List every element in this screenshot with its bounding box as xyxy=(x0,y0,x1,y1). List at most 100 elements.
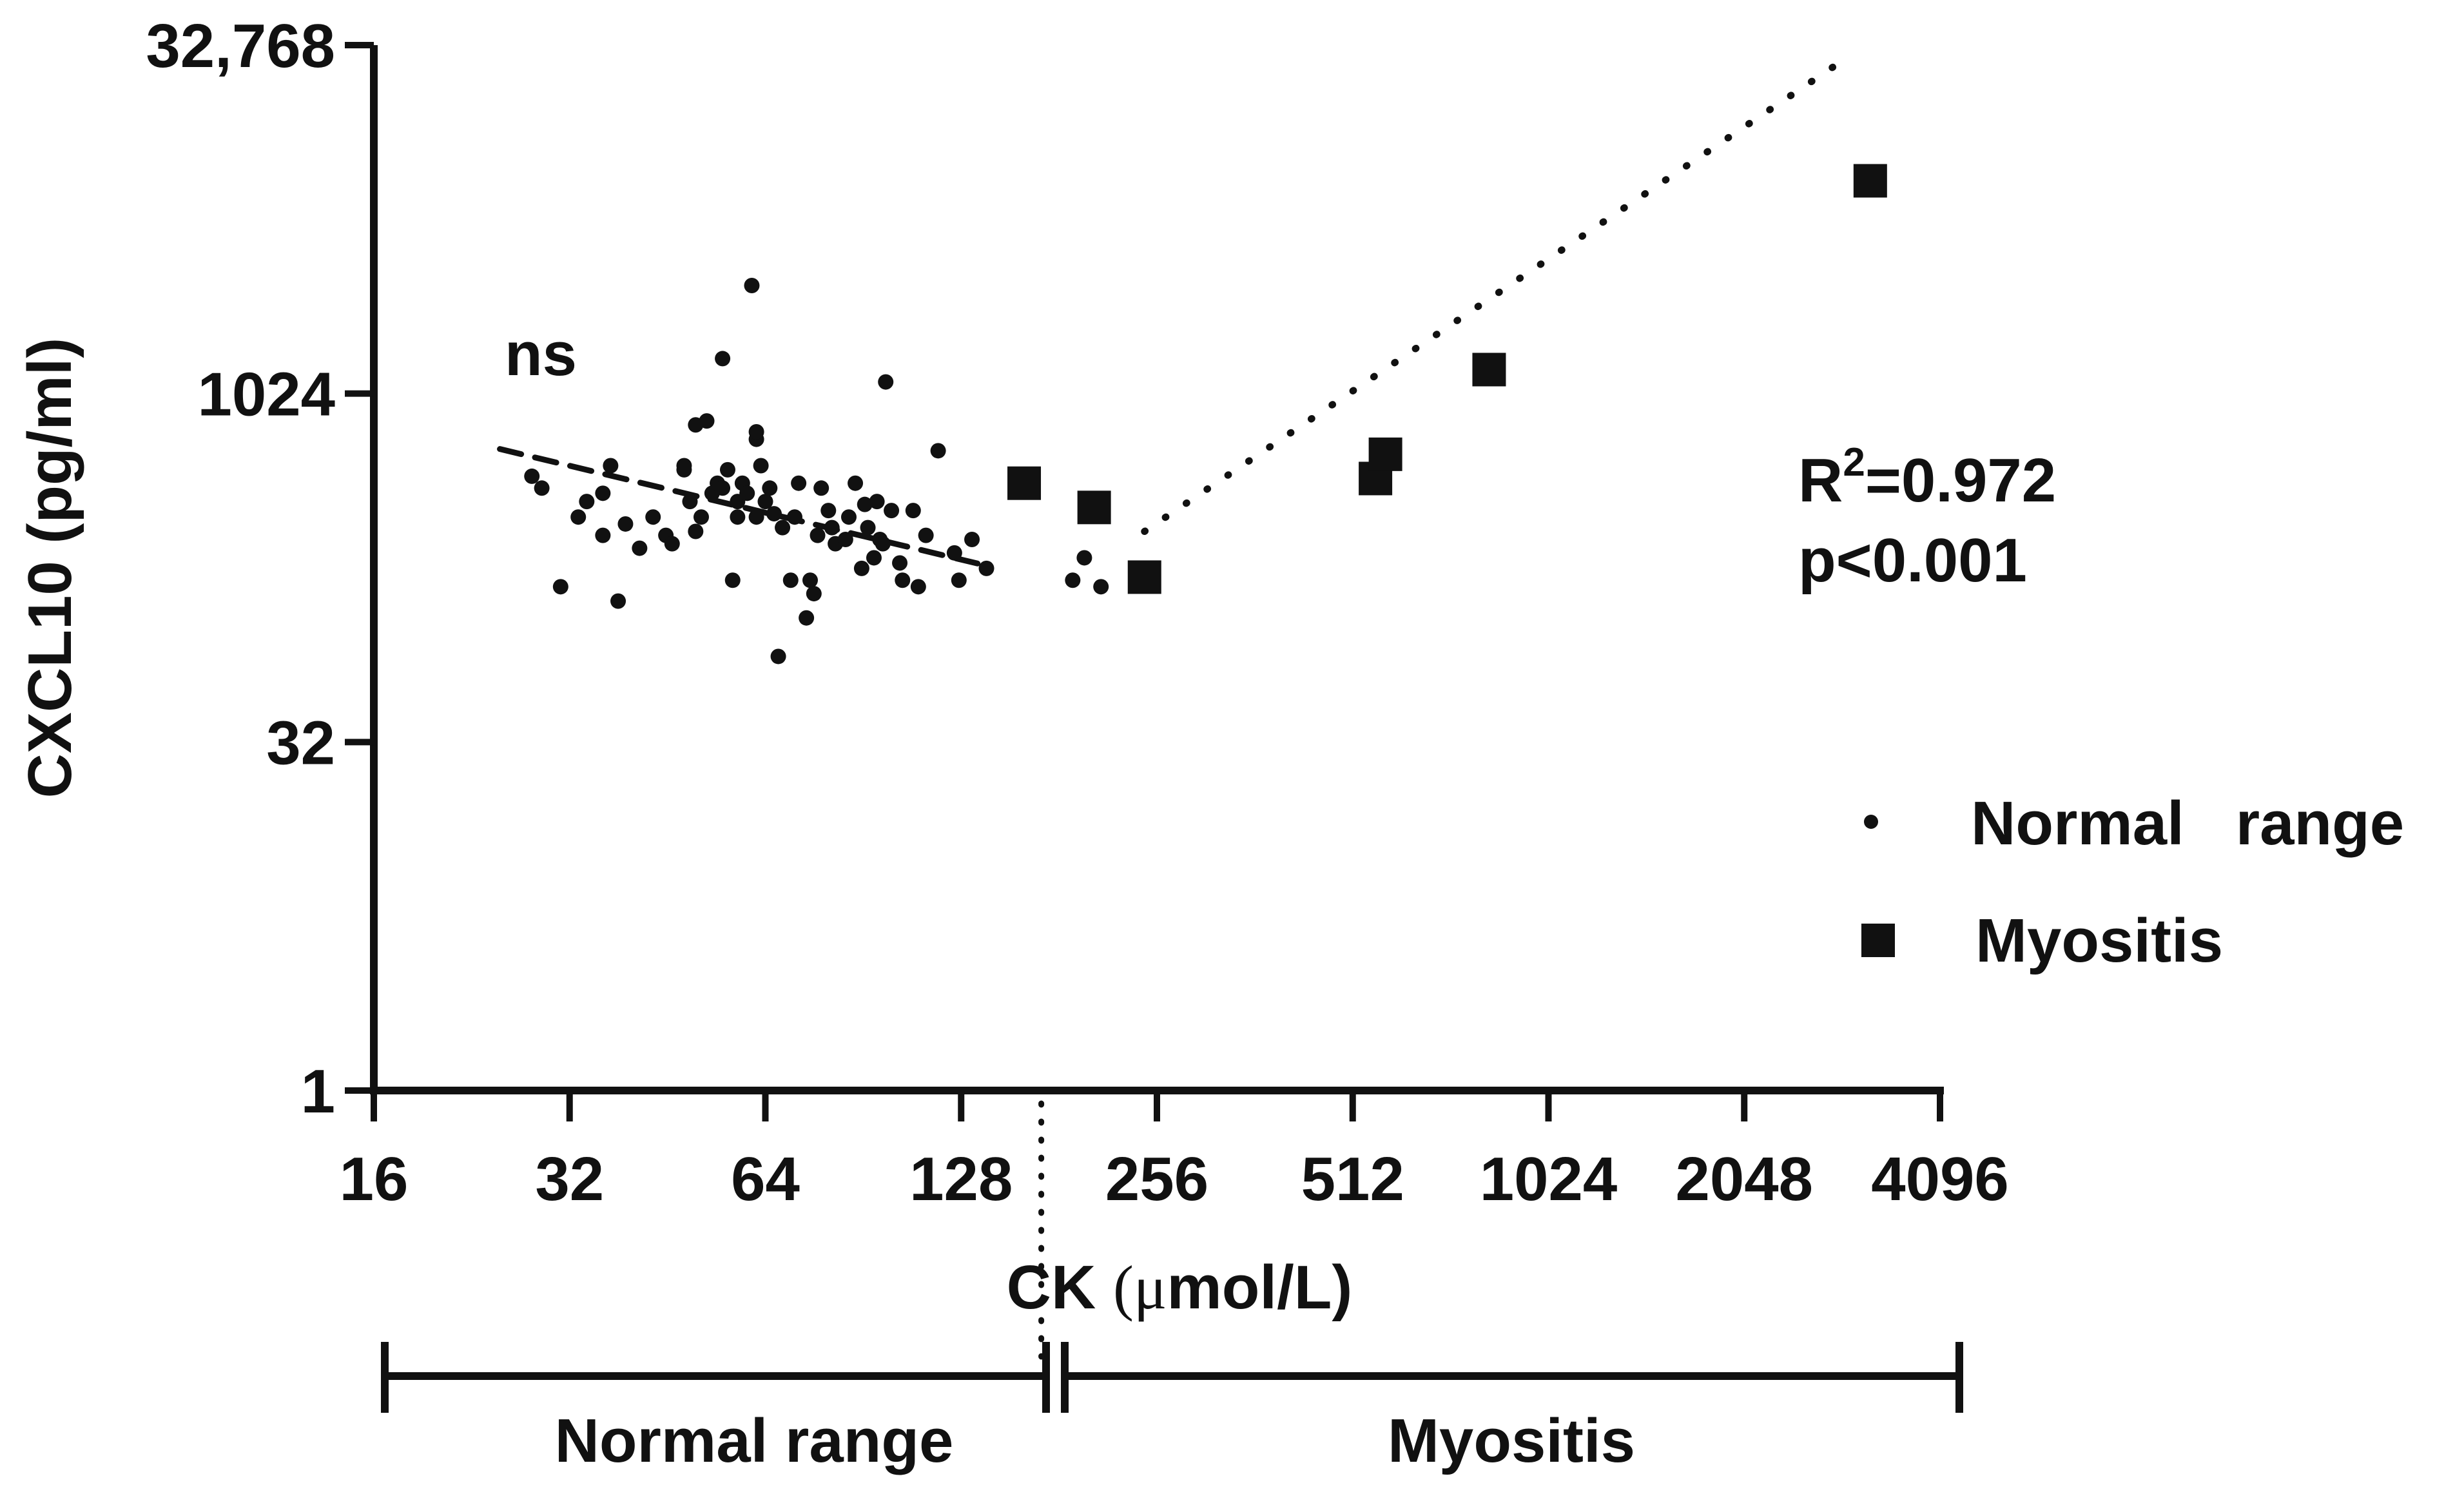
point-normal-range-13 xyxy=(664,536,680,552)
point-normal-range-38 xyxy=(782,572,799,588)
range-brackets: Normal range Myositis xyxy=(381,1342,1963,1475)
x-ticks-group: 16 32 64 128 256 512 1024 2048 4096 xyxy=(340,1091,2009,1214)
point-normal-range-69 xyxy=(978,560,994,576)
x-tick-label-2048: 2048 xyxy=(1675,1145,1813,1214)
point-normal-range-45 xyxy=(813,480,829,496)
legend-marker-normal-range xyxy=(1864,815,1878,829)
point-normal-range-73 xyxy=(1093,579,1109,595)
y-tick-label-32: 32 xyxy=(266,708,335,777)
x-tick-label-256: 256 xyxy=(1105,1145,1208,1214)
point-normal-range-28 xyxy=(739,485,755,501)
trendline-myositis xyxy=(1141,53,1851,536)
point-normal-range-51 xyxy=(848,475,864,491)
point-myositis-1 xyxy=(1077,490,1111,525)
point-normal-range-3 xyxy=(570,509,587,525)
point-myositis-4 xyxy=(1368,437,1402,471)
point-normal-range-0 xyxy=(524,468,540,484)
point-normal-range-35 xyxy=(766,506,782,522)
point-normal-range-5 xyxy=(595,485,611,501)
point-normal-range-36 xyxy=(770,648,786,665)
x-tick-label-512: 512 xyxy=(1301,1145,1404,1214)
point-normal-range-8 xyxy=(610,593,626,609)
point-normal-range-67 xyxy=(946,545,962,561)
point-normal-range-32 xyxy=(753,458,769,474)
point-normal-range-7 xyxy=(603,458,619,474)
point-normal-range-62 xyxy=(895,572,911,588)
point-normal-range-71 xyxy=(1065,572,1081,588)
point-normal-range-70 xyxy=(964,532,980,548)
bracket-myositis-label: Myositis xyxy=(1388,1406,1635,1475)
point-normal-range-33 xyxy=(757,494,773,510)
point-normal-range-34 xyxy=(762,480,778,496)
point-myositis-5 xyxy=(1472,353,1506,387)
point-normal-range-75 xyxy=(748,424,764,440)
r-squared-annotation: R2=0.972 xyxy=(1798,440,2056,515)
y-tick-label-1024: 1024 xyxy=(197,360,335,429)
point-normal-range-42 xyxy=(802,572,819,588)
point-normal-range-1 xyxy=(534,480,550,496)
legend-label-myositis: Myositis xyxy=(1975,906,2223,975)
bracket-normal-range-label: Normal range xyxy=(555,1406,954,1475)
point-normal-range-2 xyxy=(552,579,568,595)
x-tick-label-128: 128 xyxy=(909,1145,1013,1214)
x-axis-title-unit-open: ( xyxy=(1113,1253,1134,1322)
ns-annotation: ns xyxy=(505,320,577,389)
point-normal-range-41 xyxy=(799,610,815,626)
point-normal-range-26 xyxy=(730,509,746,525)
point-normal-range-18 xyxy=(693,509,709,525)
point-normal-range-43 xyxy=(806,586,822,602)
point-normal-range-49 xyxy=(837,532,853,548)
point-normal-range-52 xyxy=(853,560,869,576)
point-normal-range-53 xyxy=(857,496,873,512)
point-normal-range-17 xyxy=(688,523,704,539)
x-tick-label-64: 64 xyxy=(731,1145,800,1214)
x-axis-title: CK (μmol/L) xyxy=(1007,1253,1353,1322)
x-tick-label-4096: 4096 xyxy=(1871,1145,2009,1214)
point-normal-range-44 xyxy=(810,527,826,543)
point-normal-range-22 xyxy=(715,480,731,496)
point-normal-range-61 xyxy=(892,555,908,571)
x-axis-title-prefix: CK xyxy=(1007,1253,1113,1322)
legend-marker-myositis xyxy=(1861,924,1895,957)
point-normal-range-63 xyxy=(905,503,921,519)
point-myositis-6 xyxy=(1853,164,1887,198)
point-normal-range-4 xyxy=(579,494,595,510)
p-value-annotation: p<0.001 xyxy=(1798,526,2027,595)
x-tick-label-32: 32 xyxy=(535,1145,604,1214)
x-tick-label-16: 16 xyxy=(340,1145,409,1214)
point-normal-range-11 xyxy=(645,509,661,525)
point-normal-range-65 xyxy=(918,527,934,543)
x-axis-title-unit-mu: μ xyxy=(1134,1253,1167,1322)
point-normal-range-66 xyxy=(930,443,946,459)
point-normal-range-58 xyxy=(875,536,891,552)
point-normal-range-47 xyxy=(824,519,840,536)
point-normal-range-54 xyxy=(860,519,876,536)
point-normal-range-46 xyxy=(820,503,837,519)
point-normal-range-50 xyxy=(840,509,857,525)
point-normal-range-19 xyxy=(699,413,715,429)
trendline-normal-range xyxy=(497,446,990,569)
point-normal-range-9 xyxy=(617,516,634,532)
point-myositis-2 xyxy=(1127,560,1161,594)
point-normal-range-40 xyxy=(791,475,807,491)
point-normal-range-31 xyxy=(748,509,764,525)
point-normal-range-72 xyxy=(1076,550,1092,566)
r-squared-prefix: R xyxy=(1798,446,1843,515)
r-squared-superscript: 2 xyxy=(1843,440,1865,485)
legend-label-normal-range: Normal range xyxy=(1971,789,2404,858)
point-normal-range-6 xyxy=(595,527,611,543)
legend: Normal range Myositis xyxy=(1861,789,2404,975)
y-tick-label-32,768: 32,768 xyxy=(146,12,335,81)
point-normal-range-39 xyxy=(786,509,802,525)
y-axis-title: CXCL10 (pg/ml) xyxy=(15,338,84,799)
point-normal-range-29 xyxy=(744,277,760,293)
point-normal-range-56 xyxy=(869,494,885,510)
point-normal-range-55 xyxy=(866,550,882,566)
points-group xyxy=(524,164,1887,665)
point-normal-range-37 xyxy=(775,519,791,536)
point-normal-range-24 xyxy=(724,572,741,588)
point-normal-range-60 xyxy=(884,503,900,519)
point-normal-range-23 xyxy=(719,461,735,478)
point-normal-range-15 xyxy=(682,494,698,510)
